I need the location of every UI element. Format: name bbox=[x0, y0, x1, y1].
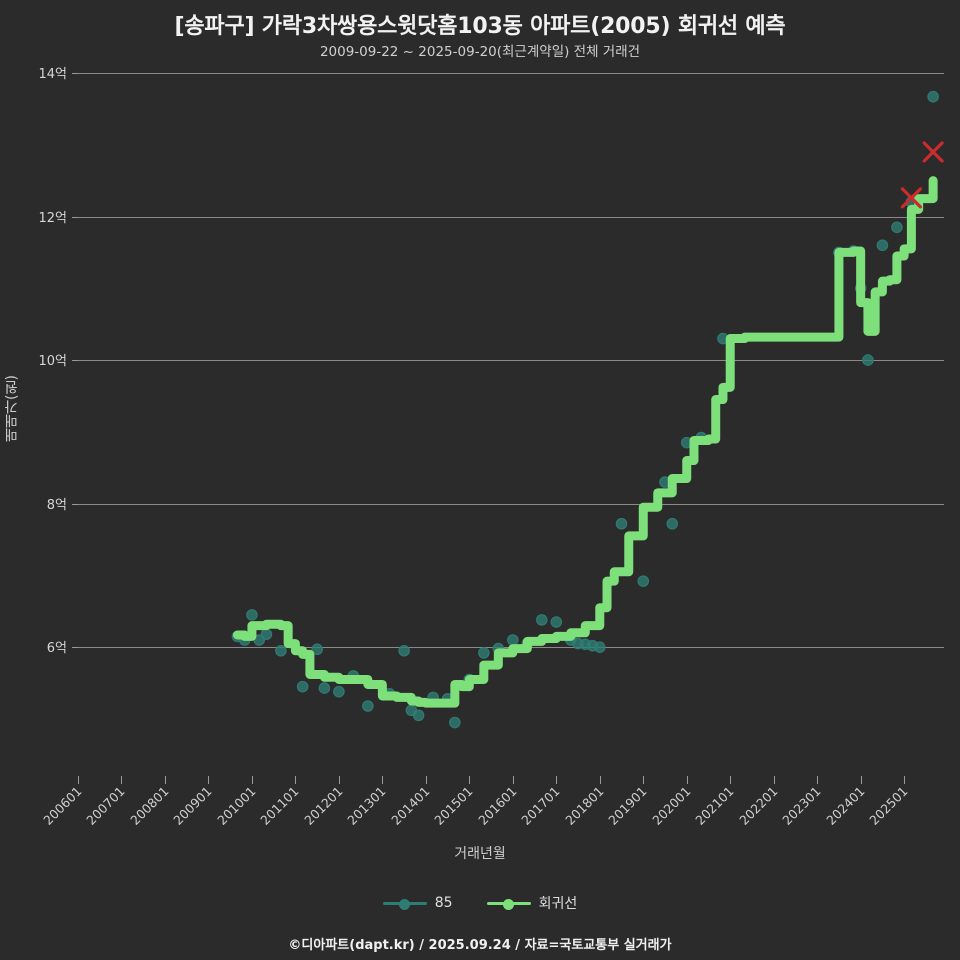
x-tick-label-7: 201301 bbox=[344, 784, 388, 828]
legend-swatch-scatter-icon bbox=[382, 896, 427, 910]
y-tick-label-1: 12억 bbox=[38, 211, 67, 226]
y-tick-labels: 14억 12억 10억 8억 6억 bbox=[38, 67, 67, 656]
x-tick-label-0: 200601 bbox=[40, 784, 84, 828]
legend-label-1: 회귀선 bbox=[538, 896, 578, 912]
prediction-x-marker bbox=[922, 141, 944, 163]
scatter-point bbox=[666, 517, 679, 530]
chart-subtitle: 2009-09-22 ~ 2025-09-20(최근계약일) 전체 거래건 bbox=[319, 44, 641, 60]
x-tickmarks bbox=[78, 776, 905, 784]
x-tick-label-8: 201401 bbox=[388, 784, 432, 828]
x-tick-label-5: 201101 bbox=[257, 784, 301, 828]
legend-item-1[interactable]: 회귀선 bbox=[486, 893, 578, 913]
scatter-point bbox=[550, 616, 563, 628]
prediction-x-marker bbox=[900, 187, 922, 209]
x-tick-label-19: 202501 bbox=[866, 784, 910, 828]
prediction-markers bbox=[900, 141, 944, 209]
scatter-point bbox=[246, 609, 258, 621]
x-tick-label-12: 201801 bbox=[562, 784, 606, 828]
y-tick-label-0: 14억 bbox=[38, 67, 67, 82]
scatter-point bbox=[260, 628, 273, 641]
x-axis-label: 거래년월 bbox=[454, 846, 506, 862]
footer-credit: ©디아파트(dapt.kr) / 2025.09.24 / 자료=국토교통부 실… bbox=[288, 938, 672, 953]
y-tick-label-4: 6억 bbox=[47, 641, 67, 656]
scatter-point bbox=[876, 239, 889, 252]
scatter-point bbox=[275, 644, 287, 657]
x-tick-label-11: 201701 bbox=[518, 784, 562, 828]
scatter-point bbox=[862, 354, 874, 366]
scatter-point bbox=[362, 700, 374, 712]
x-tick-label-16: 202201 bbox=[736, 784, 780, 828]
scatter-point bbox=[891, 221, 903, 234]
scatter-point bbox=[535, 614, 548, 626]
x-tick-label-4: 201001 bbox=[214, 784, 258, 828]
x-tick-label-13: 201901 bbox=[605, 784, 649, 828]
x-tick-label-6: 201201 bbox=[301, 784, 345, 828]
scatter-point bbox=[333, 685, 345, 698]
regression-line bbox=[232, 176, 938, 708]
x-tick-label-15: 202101 bbox=[692, 784, 736, 828]
scatter-point bbox=[615, 517, 628, 530]
scatter-point bbox=[412, 709, 425, 722]
x-tick-label-18: 202401 bbox=[823, 784, 867, 828]
chart-title: [송파구] 가락3차쌍용스윗닷홈103동 아파트(2005) 회귀선 예측 bbox=[174, 14, 786, 39]
y-gridlines bbox=[72, 73, 944, 648]
scatter-point bbox=[478, 647, 490, 659]
legend-item-0[interactable]: 85 bbox=[382, 895, 453, 911]
x-tick-label-2: 200801 bbox=[127, 784, 171, 828]
legend-label-0: 85 bbox=[434, 895, 453, 911]
scatter-point bbox=[398, 644, 410, 657]
legend-swatch-regression-icon bbox=[486, 896, 531, 910]
x-tick-label-1: 200701 bbox=[83, 784, 127, 828]
x-tick-label-14: 202001 bbox=[649, 784, 693, 828]
scatter-point bbox=[507, 634, 519, 646]
x-tick-label-9: 201501 bbox=[431, 784, 475, 828]
x-tick-label-17: 202301 bbox=[779, 784, 823, 828]
scatter-point bbox=[927, 90, 939, 103]
regression-path bbox=[232, 176, 938, 708]
scatter-point bbox=[311, 643, 323, 656]
y-tick-label-3: 8억 bbox=[47, 498, 67, 513]
y-tick-label-2: 10억 bbox=[38, 354, 67, 369]
chart-legend: 85 회귀선 bbox=[0, 893, 960, 913]
scatter-point bbox=[296, 680, 309, 693]
x-tick-label-3: 200901 bbox=[170, 784, 214, 828]
scatter-point bbox=[593, 641, 606, 653]
scatter-point bbox=[637, 575, 650, 587]
scatter-point bbox=[449, 716, 461, 729]
scatter-point bbox=[318, 682, 331, 694]
x-tick-label-10: 201601 bbox=[475, 784, 519, 828]
